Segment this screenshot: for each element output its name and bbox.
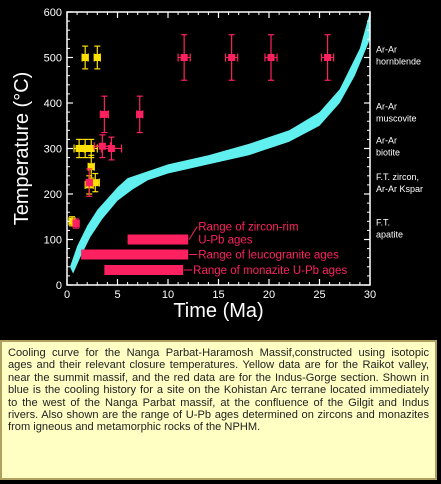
x-tick-label: 30 [364,289,376,301]
caption-text: Cooling curve for the Nanga Parbat-Haram… [8,347,429,434]
data-point [93,45,101,70]
point-marker [72,220,80,228]
closure-label: hornblende [376,57,421,67]
age-range-label: Range of zircon-rim [198,222,298,234]
point-marker [91,179,99,187]
x-tick-label: 25 [313,289,325,301]
point-marker [68,217,76,225]
closure-label: Ar-Ar [376,136,397,146]
point-marker [180,54,188,61]
age-range-label: Range of leucogranite ages [198,250,339,262]
data-point [177,34,191,81]
x-axis-label: Time (Ma) [173,300,263,322]
point-marker [98,142,106,150]
y-tick-label: 0 [56,280,62,292]
data-point [99,95,110,134]
y-tick-label: 500 [44,53,62,65]
x-tick-label: 5 [114,289,120,301]
closure-label: Ar-Ar [376,101,397,111]
point-marker [87,145,95,152]
point-marker [324,54,332,61]
closure-label: biotite [376,148,400,158]
point-marker [87,163,95,171]
y-tick-label: 100 [44,235,62,247]
age-range-label: U-Pb ages [198,235,253,247]
point-marker [93,54,101,61]
data-point [264,34,278,81]
y-tick-label: 300 [44,144,62,156]
age-range-label: Range of monazite U-Pb ages [193,265,347,277]
data-point [81,45,89,70]
point-marker [267,54,275,61]
point-marker [136,110,144,118]
age-range-bar [127,234,189,245]
y-axis-label: Temperature (°C) [11,72,33,226]
closure-label: F.T. zircon, [376,172,419,182]
figure-caption: Cooling curve for the Nanga Parbat-Haram… [0,340,437,480]
data-point [320,34,335,81]
data-point [72,218,80,229]
point-marker [85,179,93,187]
closure-label: F.T. [376,217,390,227]
x-tick-label: 20 [263,289,275,301]
data-point [100,136,123,161]
data-point-layer [68,34,335,229]
data-point [136,95,144,134]
x-tick-label: 15 [212,289,224,301]
y-tick-label: 400 [44,98,62,110]
age-range-bar [81,249,189,260]
point-marker [100,110,108,118]
x-tick-label: 10 [162,289,174,301]
y-tick-label: 600 [44,7,62,19]
y-tick-label: 200 [44,189,62,201]
data-point [85,168,93,197]
x-tick-label: 0 [64,289,70,301]
point-marker [107,145,115,152]
closure-label: Ar-Ar [376,45,397,55]
closure-label: Ar-Ar Kspar [376,184,423,194]
closure-label: muscovite [376,113,417,123]
age-range-bar [104,264,184,275]
label-layer: Time (Ma) Temperature (°C) Ar-Ar hornblende… [11,45,423,323]
point-marker [228,54,236,61]
data-point [224,34,239,81]
point-marker [81,54,89,61]
age-range-leader [188,226,198,240]
closure-label: apatite [376,229,403,239]
